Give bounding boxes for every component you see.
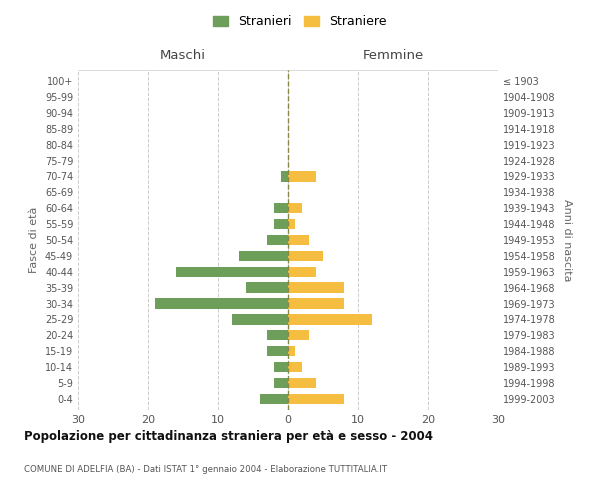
Bar <box>267 346 288 356</box>
Text: COMUNE DI ADELFIA (BA) - Dati ISTAT 1° gennaio 2004 - Elaborazione TUTTITALIA.IT: COMUNE DI ADELFIA (BA) - Dati ISTAT 1° g… <box>24 465 387 474</box>
Bar <box>288 314 372 324</box>
Bar <box>155 298 288 308</box>
Bar <box>274 219 288 230</box>
Bar <box>267 330 288 340</box>
Bar <box>274 362 288 372</box>
Bar <box>288 250 323 261</box>
Bar <box>288 378 316 388</box>
Bar <box>239 250 288 261</box>
Bar <box>288 266 316 277</box>
Text: Maschi: Maschi <box>160 49 206 62</box>
Bar <box>260 394 288 404</box>
Bar <box>288 394 344 404</box>
Bar <box>246 282 288 293</box>
Bar <box>288 362 302 372</box>
Text: Popolazione per cittadinanza straniera per età e sesso - 2004: Popolazione per cittadinanza straniera p… <box>24 430 433 443</box>
Bar <box>232 314 288 324</box>
Bar <box>288 346 295 356</box>
Bar <box>288 172 316 181</box>
Bar <box>176 266 288 277</box>
Legend: Stranieri, Straniere: Stranieri, Straniere <box>208 10 392 33</box>
Bar <box>281 172 288 181</box>
Bar <box>274 203 288 213</box>
Y-axis label: Fasce di età: Fasce di età <box>29 207 39 273</box>
Bar <box>274 378 288 388</box>
Bar <box>267 235 288 245</box>
Bar <box>288 282 344 293</box>
Text: Femmine: Femmine <box>362 49 424 62</box>
Bar <box>288 203 302 213</box>
Bar <box>288 235 309 245</box>
Bar <box>288 298 344 308</box>
Y-axis label: Anni di nascita: Anni di nascita <box>562 198 572 281</box>
Bar <box>288 219 295 230</box>
Bar <box>288 330 309 340</box>
